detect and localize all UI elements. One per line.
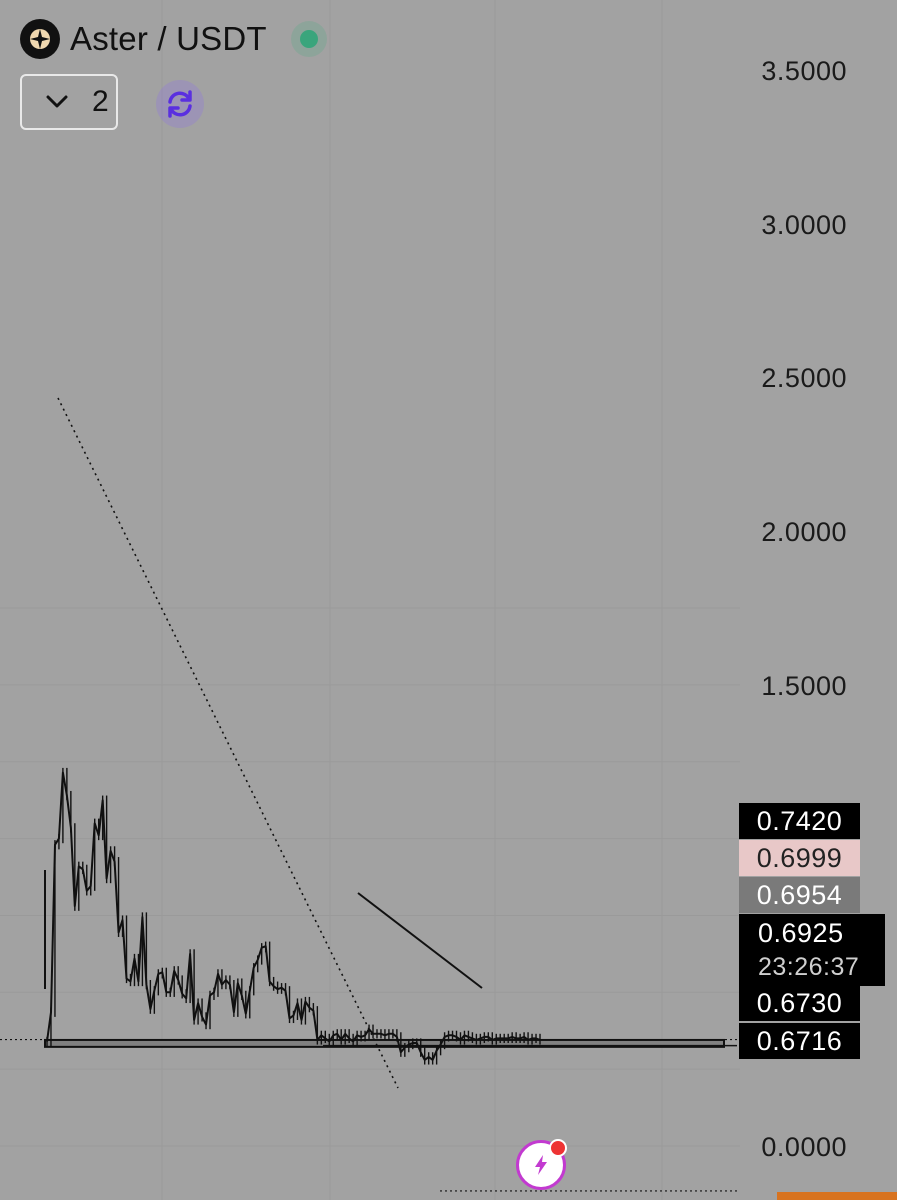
price-label-high: 0.7420 [739, 803, 860, 839]
price-label-bid: 0.6954 [739, 877, 860, 913]
notification-badge [549, 1139, 567, 1157]
price-series [46, 767, 541, 1065]
descending-trendline [57, 397, 399, 1089]
bottom-accent-bar [777, 1192, 897, 1200]
header: Aster / USDT [20, 18, 327, 60]
trend-lines [0, 397, 737, 1192]
bid-value: 0.6954 [756, 879, 843, 910]
price-label-low: 0.6716 [739, 1023, 860, 1059]
y-tick-label: 1.5000 [761, 671, 847, 701]
candle-countdown: 23:26:37 [758, 953, 860, 981]
chevron-down-icon [46, 95, 68, 108]
status-indicator [290, 21, 327, 57]
y-tick-label: 3.0000 [761, 210, 847, 240]
price-label-low: 0.6730 [739, 985, 860, 1021]
refresh-button[interactable] [156, 80, 204, 128]
indicator-toggle[interactable]: 2 [20, 74, 118, 130]
status-dot [299, 30, 318, 48]
y-tick-label: 3.5000 [761, 56, 847, 86]
symbol-title[interactable]: Aster / USDT [70, 20, 267, 57]
aster-logo-icon [20, 19, 60, 59]
lightning-icon [535, 1155, 547, 1175]
price-label-ask: 0.6999 [739, 840, 860, 876]
last-price-value: 0.6925 [758, 918, 844, 948]
y-tick-label: 2.0000 [761, 517, 847, 547]
wedge-trendline [357, 892, 483, 989]
indicator-count: 2 [92, 85, 109, 118]
chart-grid [0, 0, 740, 1200]
y-tick-label: 2.5000 [761, 363, 847, 393]
y-tick-label: 0.0000 [761, 1132, 847, 1162]
last-price-label: 0.6925 23:26:37 [739, 914, 885, 986]
refresh-icon [168, 90, 192, 118]
lightning-button[interactable] [516, 1139, 567, 1190]
